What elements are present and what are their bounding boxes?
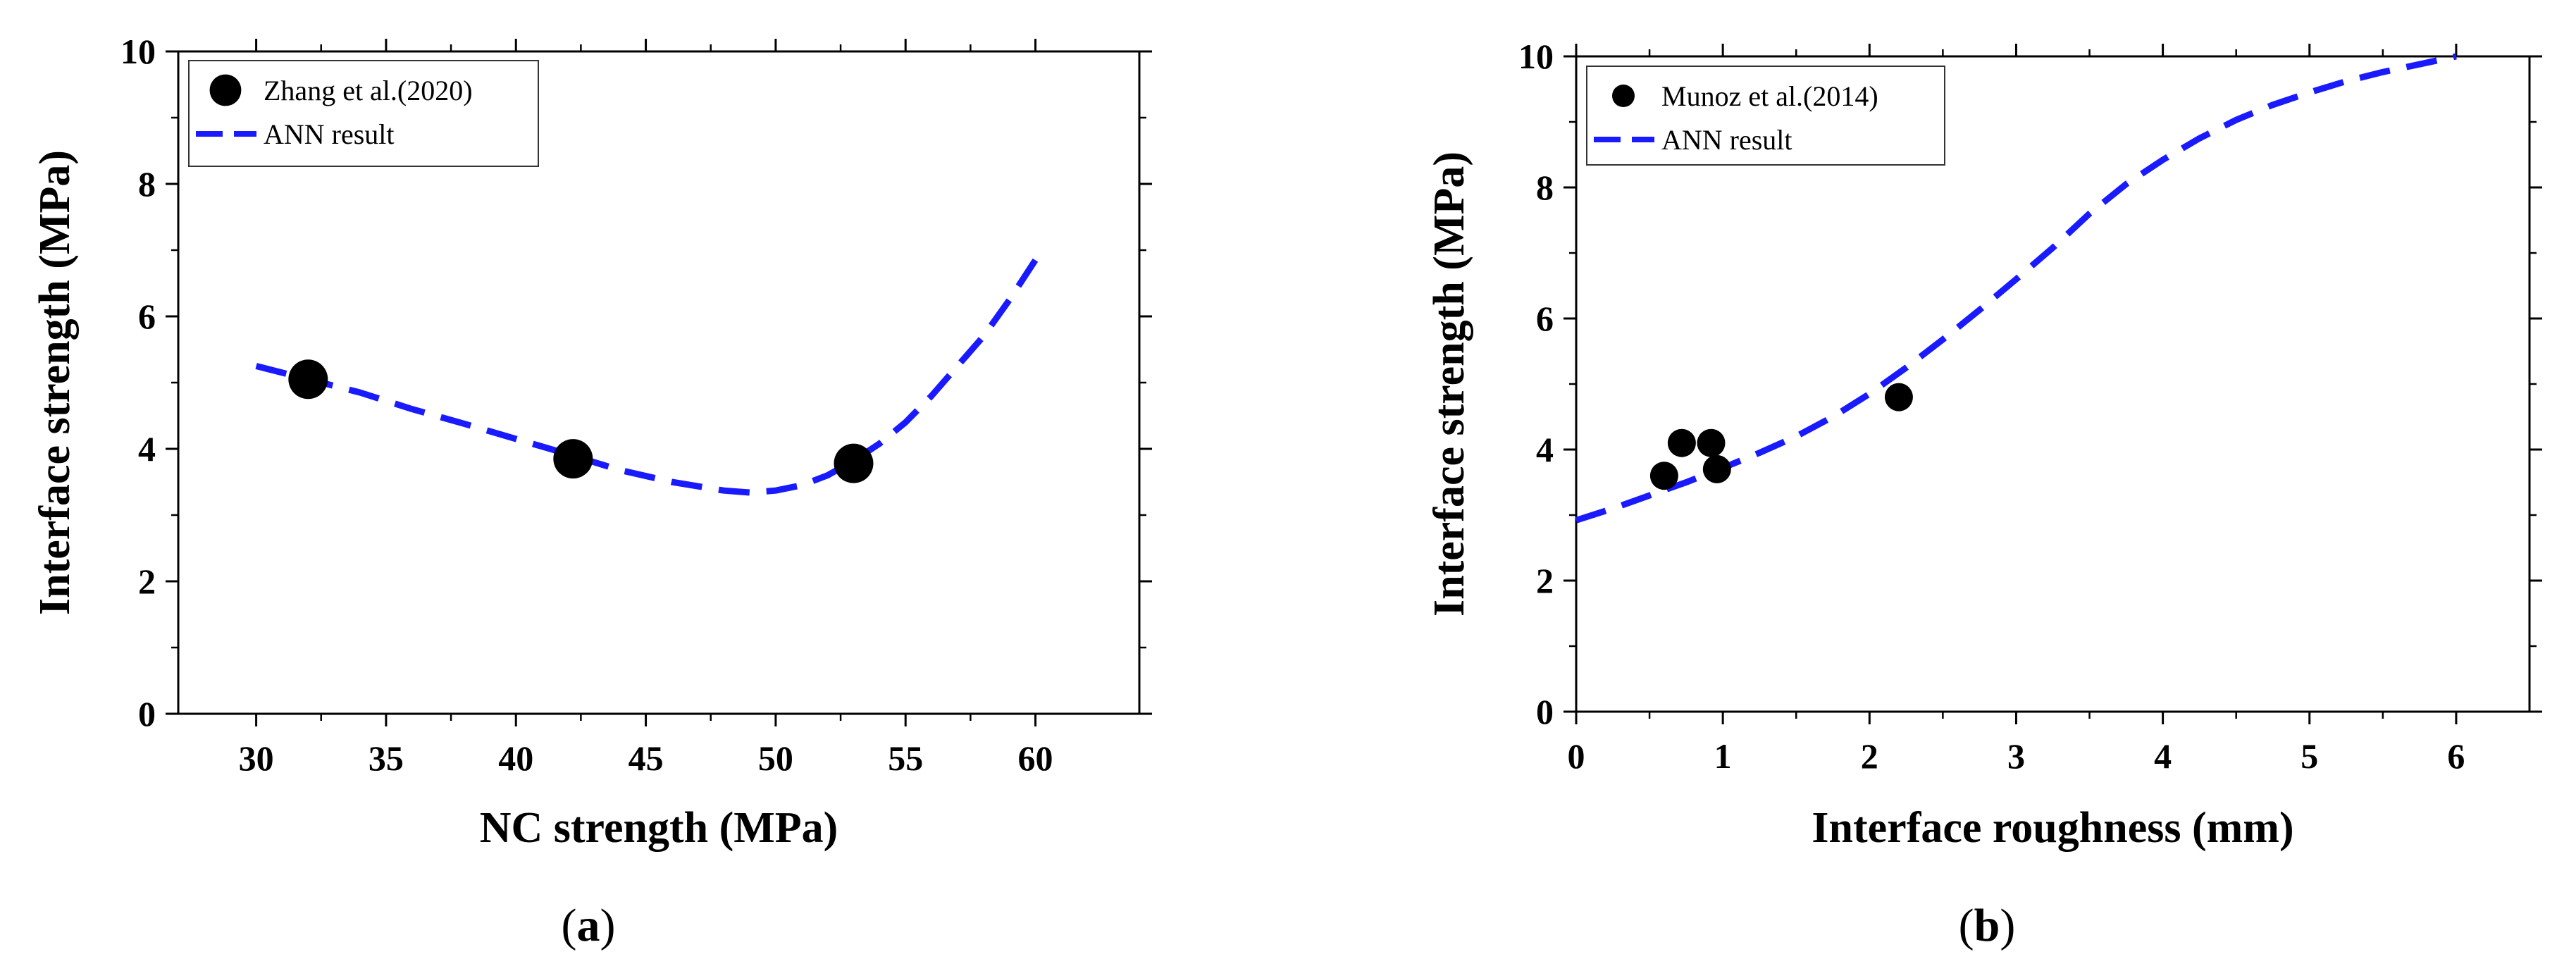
panel-a-y-tick-label: 10 <box>120 32 156 71</box>
panel-b-x-tick-label: 0 <box>1568 736 1585 776</box>
panel-b-data-point <box>1667 428 1696 457</box>
panel-a-y-axis-title: Interface strength (MPa) <box>31 150 79 615</box>
panel-a-data-point <box>288 359 328 400</box>
panel-a-x-tick-label: 45 <box>628 738 664 778</box>
panel-b-data-point <box>1884 383 1913 411</box>
panel-b-legend-label-data: Munoz et al.(2014) <box>1661 80 1878 112</box>
panel-b-legend-box <box>1586 66 1945 166</box>
panel-b-x-tick-label: 4 <box>2154 736 2172 776</box>
caption-a: (a) <box>562 900 616 951</box>
panel-b-data-point <box>1649 462 1678 490</box>
panel-a-y-tick-label: 4 <box>138 429 156 469</box>
panel-a-y-tick-label: 8 <box>138 164 156 204</box>
panel-b-x-tick-label: 5 <box>2301 736 2318 776</box>
panel-a-x-tick-label: 50 <box>758 738 793 778</box>
panel-a-legend-label-ann: ANN result <box>264 118 395 150</box>
panel-b-y-tick-label: 8 <box>1536 168 1554 207</box>
panel-a-x-tick-label: 55 <box>888 738 923 778</box>
panel-a-x-tick-label: 40 <box>498 738 533 778</box>
panel-b-y-tick-label: 4 <box>1536 430 1554 469</box>
panel-a-legend-marker-circle <box>209 74 242 106</box>
panel-b-y-tick-label: 0 <box>1536 692 1554 731</box>
panel-b-data-point <box>1697 428 1726 457</box>
panel-b-y-axis-title: Interface strength (MPa) <box>1425 151 1473 617</box>
panel-a-data-point <box>553 439 593 479</box>
panel-a-legend-box <box>188 60 539 167</box>
panel-a-x-tick-label: 60 <box>1018 738 1053 778</box>
panel-a-data-point <box>834 443 874 483</box>
panel-b-x-tick-label: 6 <box>2447 736 2465 776</box>
panel-b-x-tick-label: 2 <box>1861 736 1878 776</box>
panel-a-x-tick-label: 30 <box>239 738 274 778</box>
panel-a-legend-label-data: Zhang et al.(2020) <box>264 75 473 106</box>
panel-b-legend-label-ann: ANN result <box>1661 124 1792 156</box>
panel-b-x-tick-label: 3 <box>2007 736 2025 776</box>
panel-a-x-axis-title: NC strength (MPa) <box>480 804 838 852</box>
panel-b-x-axis-title: Interface roughness (mm) <box>1812 804 2293 852</box>
panel-b-legend-marker-circle <box>1612 85 1635 107</box>
panel-a-y-tick-label: 0 <box>138 694 156 734</box>
panel-a-y-tick-label: 6 <box>138 297 156 336</box>
panel-b-y-tick-label: 10 <box>1518 37 1554 76</box>
panel-b-y-tick-label: 6 <box>1536 299 1554 338</box>
panel-b-chart: 0 1 2 3 4 5 6 0 2 4 6 8 10 Interface roughness (mm) In… <box>1425 37 2542 852</box>
panel-a-y-tick-label: 2 <box>138 562 156 601</box>
panel-b-data-point <box>1702 454 1731 483</box>
caption-b-letter: b <box>1974 900 2000 951</box>
caption-a-letter: a <box>577 900 600 951</box>
panel-a-chart: 30 35 40 45 50 55 60 0 2 4 6 8 10 NC strength (MPa) In… <box>31 32 1152 852</box>
caption-b: (b) <box>1959 900 2016 951</box>
panel-b-x-tick-label: 1 <box>1714 736 1732 776</box>
panel-a-ann-result-line <box>255 258 1039 496</box>
panel-a-x-tick-label: 35 <box>369 738 404 778</box>
panel-b-y-tick-label: 2 <box>1536 561 1554 600</box>
